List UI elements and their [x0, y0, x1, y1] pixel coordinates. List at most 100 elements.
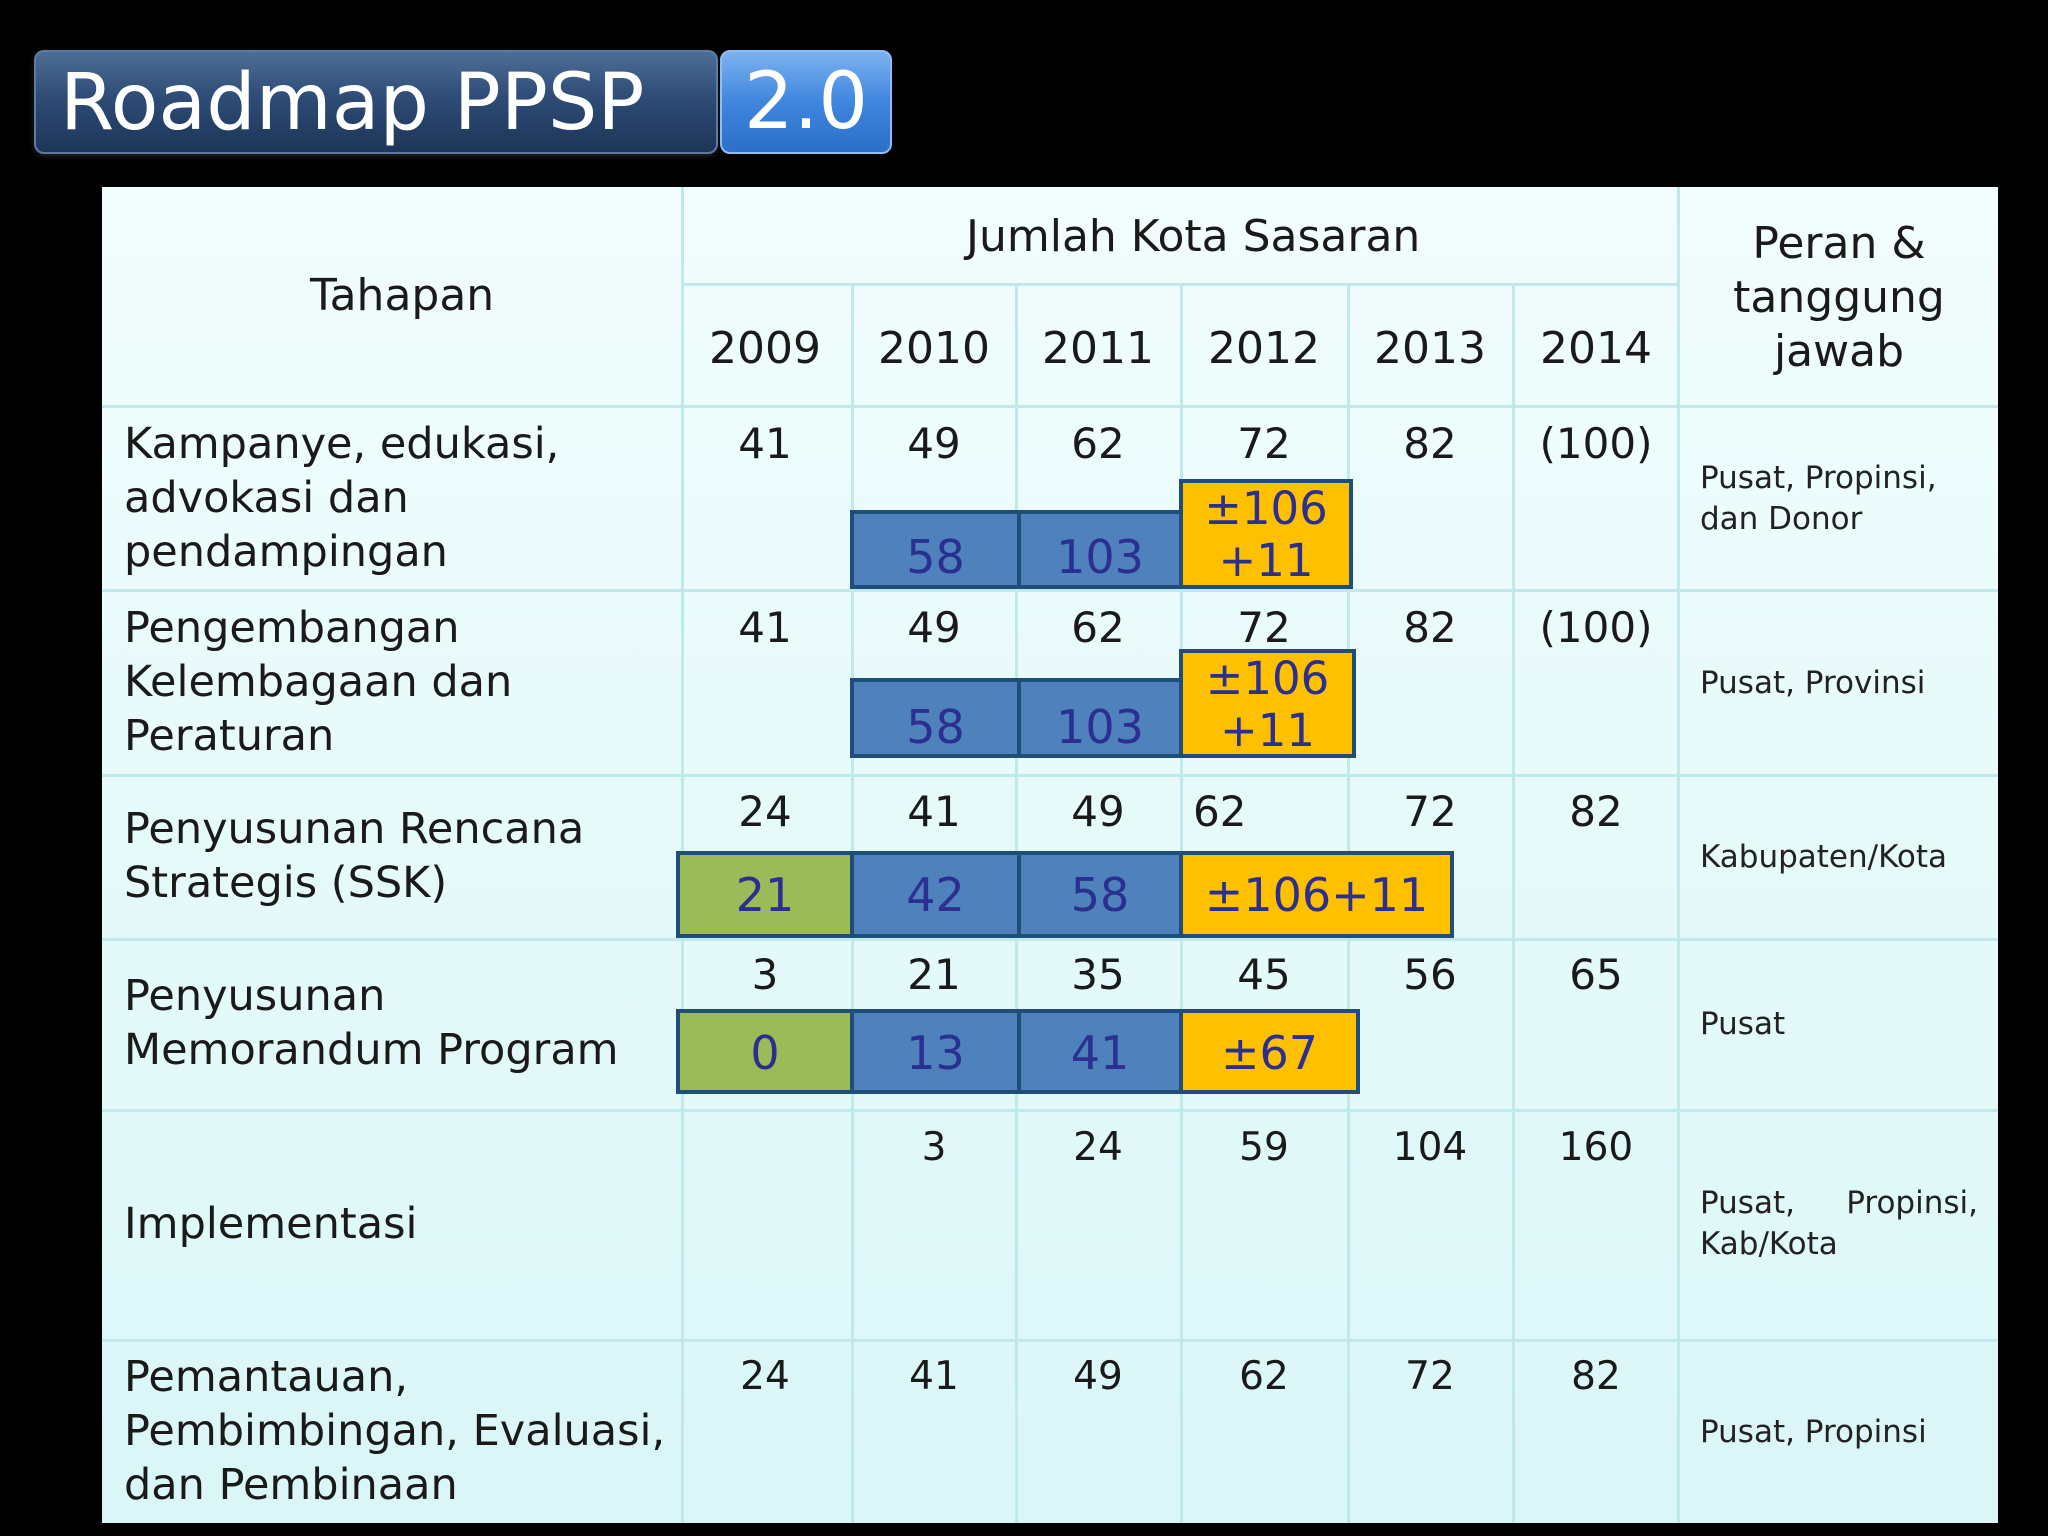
achieved-bar: 58 — [850, 510, 1021, 589]
role-text: Kabupaten/Kota — [1700, 839, 1948, 875]
target-value: 62 — [1239, 1354, 1289, 1399]
projected-line: ±106 — [1204, 482, 1328, 535]
role-text: Pusat, Propinsi, dan Donor — [1700, 460, 1937, 537]
target-value: 72 — [1237, 419, 1291, 468]
target-value: 72 — [1405, 1354, 1455, 1399]
target-value: 49 — [1071, 787, 1125, 836]
stage-line: Kelembagaan dan — [124, 657, 513, 707]
achieved-bar: 0 — [676, 1009, 854, 1094]
stage-line: dan Pembinaan — [124, 1460, 458, 1510]
achieved-bar: 42 — [850, 851, 1021, 938]
stage-line: Kampanye, edukasi, — [124, 419, 560, 469]
target-value: 82 — [1571, 1354, 1621, 1399]
target-value: 62 — [1193, 787, 1247, 836]
target-group-header: Jumlah Kota Sasaran — [966, 211, 1421, 262]
stage-label: Penyusunan Rencana Strategis (SSK) — [124, 802, 684, 910]
target-value: 45 — [1237, 950, 1291, 999]
stage-line: Pengembangan — [124, 603, 460, 653]
year-header-2012: 2012 — [1208, 323, 1320, 374]
stage-column-header: Tahapan — [310, 270, 495, 321]
grid-line — [1677, 187, 1680, 1523]
target-value: 82 — [1403, 603, 1457, 652]
target-value: 82 — [1569, 787, 1623, 836]
role-word: Propinsi, — [1846, 1185, 1978, 1221]
role-line: Pusat, Propinsi, — [1700, 1183, 1978, 1224]
year-header-2010: 2010 — [878, 323, 990, 374]
role-text: Pusat, Provinsi — [1700, 665, 1926, 701]
role-text: Pusat, Propinsi — [1700, 1414, 1927, 1450]
slide-title: Roadmap PPSP — [60, 58, 645, 148]
projected-line: ±106 — [1205, 652, 1330, 705]
stage-line: Strategis (SSK) — [124, 858, 448, 908]
stage-line: Penyusunan — [124, 971, 386, 1021]
grid-line — [102, 405, 1998, 408]
grid-line — [102, 1339, 1998, 1342]
target-value: 62 — [1071, 603, 1125, 652]
role-header-line: tanggung — [1733, 272, 1945, 323]
target-value: 160 — [1558, 1125, 1634, 1170]
stage-line: Pemantauan, — [124, 1352, 409, 1402]
target-value: (100) — [1539, 603, 1653, 652]
projected-bar: ±106 +11 — [1179, 479, 1353, 589]
grid-line — [102, 938, 1998, 941]
stage-label: Penyusunan Memorandum Program — [124, 969, 684, 1077]
role-text: Pusat, Propinsi, Kab/Kota — [1700, 1183, 1978, 1265]
target-value: 104 — [1392, 1125, 1468, 1170]
grid-line — [102, 589, 1998, 592]
projected-bar: ±67 — [1179, 1009, 1360, 1094]
target-value: 3 — [751, 950, 779, 999]
target-value: 72 — [1237, 603, 1291, 652]
achieved-bar: 21 — [676, 851, 854, 938]
projected-bar: ±106 +11 — [1179, 649, 1356, 758]
target-value: 3 — [921, 1125, 947, 1170]
role-header-line: jawab — [1773, 326, 1905, 377]
stage-line: pendampingan — [124, 527, 448, 577]
target-value: 72 — [1403, 787, 1457, 836]
target-value: 24 — [738, 787, 792, 836]
target-value: 24 — [1073, 1125, 1123, 1170]
role-header-line: Peran & — [1752, 218, 1926, 269]
stage-line: Pembimbingan, Evaluasi, — [124, 1406, 666, 1456]
year-header-2011: 2011 — [1042, 323, 1154, 374]
target-value: 82 — [1403, 419, 1457, 468]
grid-line — [102, 774, 1998, 777]
target-value: 41 — [907, 787, 961, 836]
stage-line: Penyusunan Rencana — [124, 804, 585, 854]
role-word: Pusat, — [1700, 1185, 1795, 1221]
year-header-2013: 2013 — [1374, 323, 1486, 374]
target-value: (100) — [1539, 419, 1653, 468]
stage-line: Memorandum Program — [124, 1025, 619, 1075]
grid-line — [102, 1109, 1998, 1112]
version-badge: 2.0 — [720, 50, 892, 154]
role-text: Pusat — [1700, 1006, 1786, 1042]
target-value: 49 — [907, 419, 961, 468]
target-value: 56 — [1403, 950, 1457, 999]
achieved-bar: 103 — [1017, 678, 1183, 758]
target-value: 24 — [740, 1354, 790, 1399]
stage-label: Pengembangan Kelembagaan dan Peraturan — [124, 601, 684, 763]
achieved-bar: 13 — [850, 1009, 1021, 1094]
target-value: 59 — [1239, 1125, 1289, 1170]
target-value: 35 — [1071, 950, 1125, 999]
target-value: 49 — [1073, 1354, 1123, 1399]
achieved-bar: 58 — [850, 678, 1021, 758]
projected-bar: ±106+11 — [1179, 851, 1454, 938]
achieved-bar: 103 — [1017, 510, 1183, 589]
target-value: 41 — [738, 419, 792, 468]
stage-line: advokasi dan — [124, 473, 409, 523]
role-line: Kab/Kota — [1700, 1226, 1838, 1262]
title-banner — [34, 50, 718, 154]
stage-line: Peraturan — [124, 711, 335, 761]
stage-label: Pemantauan, Pembimbingan, Evaluasi, dan … — [124, 1350, 684, 1512]
role-column-header: Peran & tanggung jawab — [1680, 217, 1998, 379]
target-value: 41 — [909, 1354, 959, 1399]
target-value: 41 — [738, 603, 792, 652]
target-value: 21 — [907, 950, 961, 999]
roadmap-table: Tahapan Jumlah Kota Sasaran 2009 2010 20… — [102, 187, 1998, 1523]
target-value: 62 — [1071, 419, 1125, 468]
stage-line: Implementasi — [124, 1199, 418, 1249]
target-value: 49 — [907, 603, 961, 652]
target-value: 65 — [1569, 950, 1623, 999]
projected-line: +11 — [1218, 534, 1314, 587]
year-header-2014: 2014 — [1540, 323, 1652, 374]
